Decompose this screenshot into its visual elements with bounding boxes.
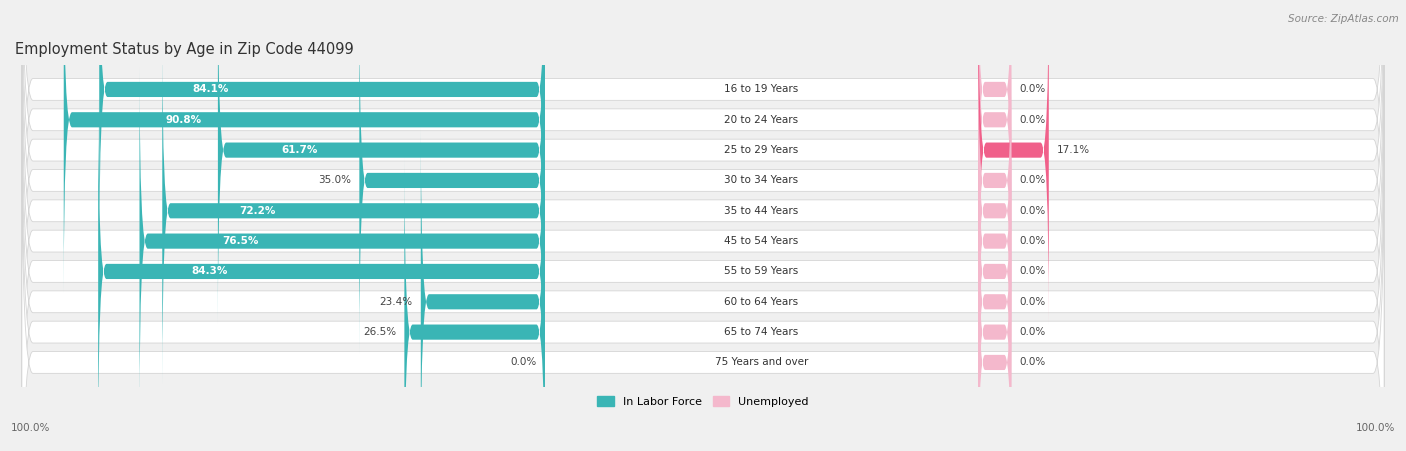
Text: 75 Years and over: 75 Years and over (714, 358, 808, 368)
FancyBboxPatch shape (22, 0, 1384, 321)
FancyBboxPatch shape (22, 40, 1384, 451)
Text: 35.0%: 35.0% (318, 175, 352, 185)
FancyBboxPatch shape (405, 158, 544, 451)
FancyBboxPatch shape (22, 9, 1384, 451)
FancyBboxPatch shape (979, 188, 1011, 451)
Text: 90.8%: 90.8% (166, 115, 202, 125)
Text: 61.7%: 61.7% (281, 145, 318, 155)
Text: 100.0%: 100.0% (1355, 423, 1395, 433)
Text: 0.0%: 0.0% (1019, 84, 1046, 94)
FancyBboxPatch shape (22, 70, 1384, 451)
Text: 0.0%: 0.0% (1019, 358, 1046, 368)
Text: 0.0%: 0.0% (1019, 297, 1046, 307)
FancyBboxPatch shape (22, 0, 1384, 412)
Text: 60 to 64 Years: 60 to 64 Years (724, 297, 799, 307)
Text: 76.5%: 76.5% (222, 236, 259, 246)
FancyBboxPatch shape (979, 37, 1011, 325)
FancyBboxPatch shape (979, 67, 1011, 355)
FancyBboxPatch shape (979, 218, 1011, 451)
FancyBboxPatch shape (979, 0, 1011, 264)
Text: 100.0%: 100.0% (11, 423, 51, 433)
Text: 16 to 19 Years: 16 to 19 Years (724, 84, 799, 94)
FancyBboxPatch shape (162, 37, 544, 385)
Text: Source: ZipAtlas.com: Source: ZipAtlas.com (1288, 14, 1399, 23)
FancyBboxPatch shape (979, 0, 1049, 325)
FancyBboxPatch shape (979, 158, 1011, 446)
FancyBboxPatch shape (979, 97, 1011, 385)
Text: 25 to 29 Years: 25 to 29 Years (724, 145, 799, 155)
Text: 35 to 44 Years: 35 to 44 Years (724, 206, 799, 216)
FancyBboxPatch shape (139, 67, 544, 415)
Text: 23.4%: 23.4% (380, 297, 412, 307)
Text: 0.0%: 0.0% (1019, 327, 1046, 337)
FancyBboxPatch shape (22, 131, 1384, 451)
FancyBboxPatch shape (63, 0, 544, 294)
Text: 55 to 59 Years: 55 to 59 Years (724, 267, 799, 276)
Text: Employment Status by Age in Zip Code 44099: Employment Status by Age in Zip Code 440… (15, 42, 354, 57)
Text: 0.0%: 0.0% (1019, 236, 1046, 246)
Text: 72.2%: 72.2% (239, 206, 276, 216)
Text: 84.3%: 84.3% (191, 267, 228, 276)
Text: 30 to 34 Years: 30 to 34 Years (724, 175, 799, 185)
FancyBboxPatch shape (218, 0, 544, 325)
Text: 0.0%: 0.0% (1019, 115, 1046, 125)
Text: 0.0%: 0.0% (1019, 267, 1046, 276)
Text: 26.5%: 26.5% (363, 327, 396, 337)
FancyBboxPatch shape (22, 0, 1384, 351)
FancyBboxPatch shape (98, 97, 544, 446)
Legend: In Labor Force, Unemployed: In Labor Force, Unemployed (598, 396, 808, 407)
Text: 0.0%: 0.0% (1019, 175, 1046, 185)
FancyBboxPatch shape (22, 0, 1384, 382)
Text: 17.1%: 17.1% (1057, 145, 1090, 155)
FancyBboxPatch shape (100, 0, 544, 264)
Text: 45 to 54 Years: 45 to 54 Years (724, 236, 799, 246)
Text: 20 to 24 Years: 20 to 24 Years (724, 115, 799, 125)
Text: 0.0%: 0.0% (1019, 206, 1046, 216)
Text: 84.1%: 84.1% (193, 84, 229, 94)
Text: 0.0%: 0.0% (510, 358, 537, 368)
FancyBboxPatch shape (420, 127, 544, 451)
FancyBboxPatch shape (979, 127, 1011, 415)
Text: 65 to 74 Years: 65 to 74 Years (724, 327, 799, 337)
FancyBboxPatch shape (22, 101, 1384, 451)
FancyBboxPatch shape (979, 0, 1011, 234)
FancyBboxPatch shape (360, 6, 544, 355)
FancyBboxPatch shape (22, 0, 1384, 442)
